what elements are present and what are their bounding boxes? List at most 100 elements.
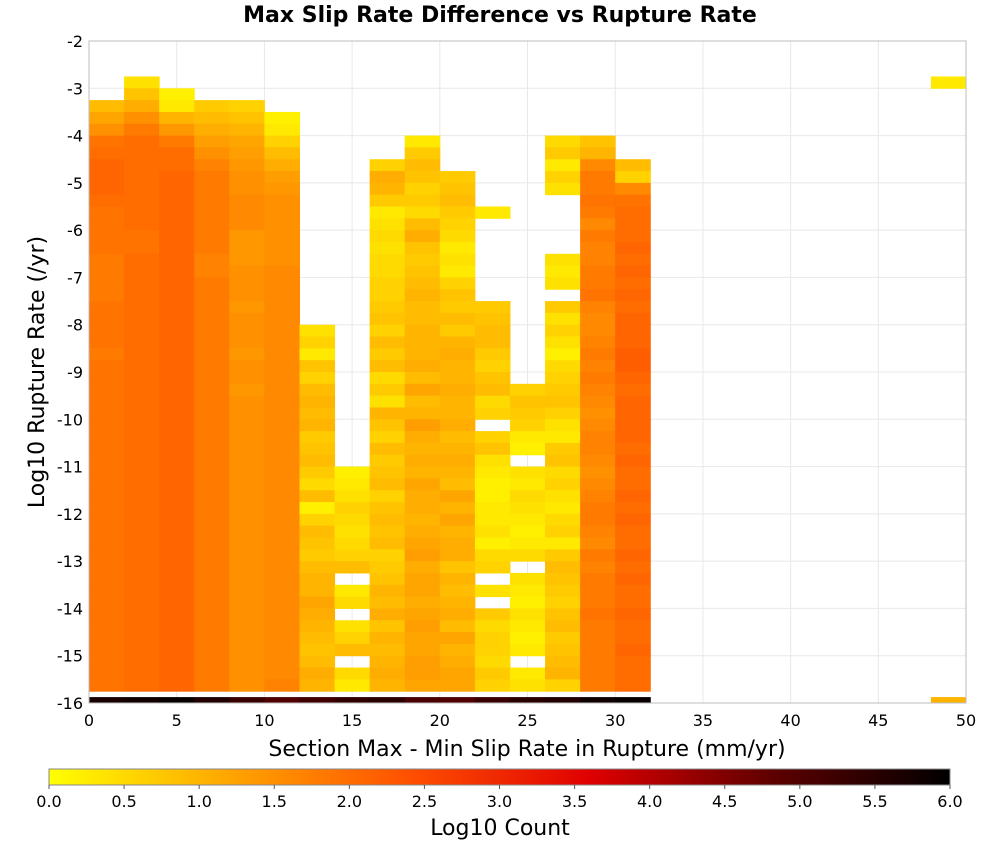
heatmap-cell xyxy=(264,194,300,207)
colorbar-tick-label: 2.0 xyxy=(337,792,362,811)
heatmap-cell xyxy=(194,383,230,397)
heatmap-cell xyxy=(159,395,195,408)
heatmap-cell xyxy=(474,513,511,527)
heatmap-cell xyxy=(474,502,511,515)
heatmap-cell xyxy=(264,620,300,633)
heatmap-cell xyxy=(545,513,581,527)
heatmap-cell xyxy=(580,667,616,680)
heatmap-cell xyxy=(124,454,160,468)
heatmap-cell xyxy=(545,383,581,397)
heatmap-cell xyxy=(264,265,300,278)
heatmap-cell xyxy=(474,336,511,349)
y-tick-label: -6 xyxy=(67,221,83,240)
heatmap-cell xyxy=(299,431,336,444)
heatmap-cell xyxy=(615,348,651,361)
heatmap-cell xyxy=(404,289,441,302)
heatmap-cell xyxy=(439,549,476,562)
x-tick-label: 50 xyxy=(956,711,976,730)
heatmap-cell xyxy=(299,561,336,574)
heatmap-cell xyxy=(474,324,511,338)
heatmap-cell xyxy=(580,537,616,550)
heatmap-cell xyxy=(580,442,616,456)
heatmap-cell xyxy=(89,324,125,338)
heatmap-cell xyxy=(229,655,265,669)
heatmap-cell xyxy=(264,667,300,680)
heatmap-cell xyxy=(229,620,265,633)
heatmap-cell xyxy=(369,312,406,326)
heatmap-cell xyxy=(264,253,300,267)
heatmap-cell xyxy=(299,667,336,680)
heatmap-cell xyxy=(89,667,125,680)
heatmap-cell xyxy=(369,584,406,598)
heatmap-cell xyxy=(509,478,546,491)
heatmap-cell xyxy=(580,324,616,338)
heatmap-cell xyxy=(229,679,265,692)
colorbar-label: Log10 Count xyxy=(430,816,570,841)
heatmap-cell xyxy=(159,478,195,491)
heatmap-cell xyxy=(194,537,230,550)
heatmap-cell xyxy=(194,549,230,562)
heatmap-cell xyxy=(509,620,546,633)
heatmap-cell xyxy=(299,643,336,657)
heatmap-cell xyxy=(615,561,651,574)
heatmap-cell xyxy=(264,442,300,456)
heatmap-cell xyxy=(580,513,616,527)
heatmap-cell xyxy=(615,431,651,444)
heatmap-cell xyxy=(264,182,300,196)
heatmap-cell xyxy=(615,182,651,196)
heatmap-cell xyxy=(369,348,406,361)
heatmap-cell xyxy=(615,253,651,267)
heatmap-cell xyxy=(439,194,476,207)
heatmap-cell xyxy=(124,537,160,550)
y-tick-label: -13 xyxy=(57,552,83,571)
x-tick-label: 5 xyxy=(172,711,182,730)
heatmap-cell xyxy=(580,265,616,278)
heatmap-cell xyxy=(334,525,371,538)
heatmap-cell xyxy=(229,537,265,550)
heatmap-cell xyxy=(404,525,441,538)
heatmap-cell xyxy=(124,466,160,479)
heatmap-cell xyxy=(580,395,616,408)
heatmap-cell xyxy=(580,620,616,633)
heatmap-cell xyxy=(89,490,125,503)
heatmap-cell xyxy=(89,182,125,196)
heatmap-cell xyxy=(369,525,406,538)
heatmap-cell xyxy=(474,525,511,538)
heatmap-cell xyxy=(615,537,651,550)
heatmap-cell xyxy=(369,383,406,397)
heatmap-cell xyxy=(404,679,441,692)
heatmap-cell xyxy=(474,655,511,669)
heatmap-cell xyxy=(159,561,195,574)
heatmap-cell xyxy=(439,372,476,385)
heatmap-cell xyxy=(264,643,300,657)
heatmap-cell xyxy=(194,667,230,680)
heatmap-cell xyxy=(264,466,300,479)
heatmap-cell xyxy=(299,537,336,550)
heatmap-cell xyxy=(159,324,195,338)
heatmap-cell xyxy=(404,667,441,680)
heatmap-cell xyxy=(615,312,651,326)
heatmap-cell xyxy=(264,596,300,609)
heatmap-cell xyxy=(229,324,265,338)
heatmap-cell xyxy=(615,277,651,290)
heatmap-cell xyxy=(159,241,195,255)
y-axis-ticks: -2 -3 -4 -5 -6 -7 -8 -9 -10 -11 -12 -13 -14 -15 -16 xyxy=(57,32,83,713)
heatmap-cell xyxy=(615,395,651,408)
heatmap-cell xyxy=(474,431,511,444)
heatmap-cell xyxy=(159,372,195,385)
y-tick-label: -2 xyxy=(67,32,83,51)
heatmap-cell xyxy=(89,312,125,326)
heatmap-cell xyxy=(545,407,581,420)
heatmap-cell xyxy=(159,301,195,314)
heatmap-cell xyxy=(439,360,476,373)
heatmap-cell xyxy=(580,159,616,172)
heatmap-cell xyxy=(194,561,230,574)
heatmap-cell xyxy=(229,490,265,503)
heatmap-cell xyxy=(124,111,160,125)
heatmap-cell xyxy=(404,241,441,255)
heatmap-cell xyxy=(369,324,406,338)
heatmap-cell xyxy=(404,407,441,420)
heatmap-cell xyxy=(264,135,300,148)
heatmap-cell xyxy=(159,277,195,290)
heatmap-cell xyxy=(334,596,371,609)
